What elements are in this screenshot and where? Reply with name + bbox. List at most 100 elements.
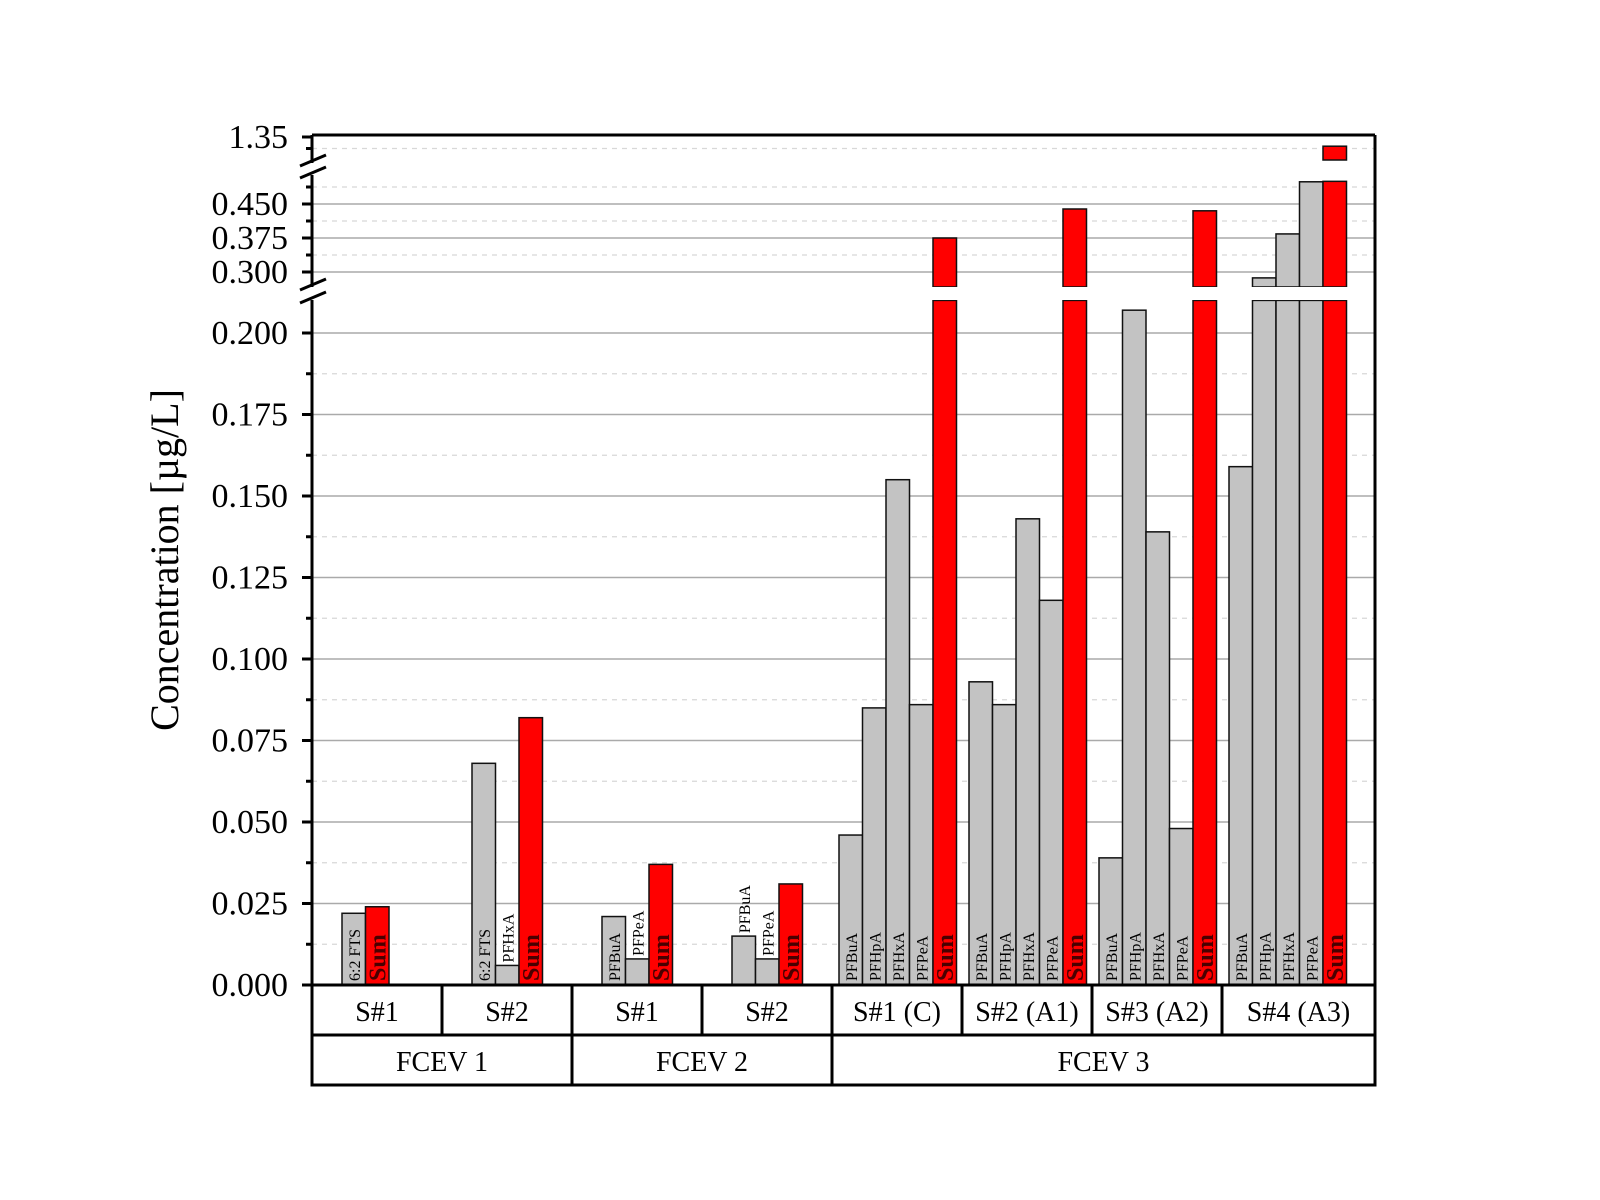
component-bar: PFHpA — [1121, 309, 1147, 986]
bar-label: PFHpA — [1127, 932, 1144, 981]
bar-label: Sum — [519, 934, 545, 981]
component-bar: PFPeA — [1168, 827, 1194, 986]
sample-label: S#1 — [355, 997, 399, 1028]
component-bar: PFPeA — [624, 910, 650, 986]
bar-label: Sum — [779, 934, 805, 981]
bar-label: PFBuA — [607, 933, 624, 981]
axis-break-mark — [299, 153, 327, 168]
sample-label: S#2 — [745, 997, 789, 1028]
y-tick-label: 0.450 — [212, 186, 289, 223]
vehicle-cell — [830, 1033, 1377, 1087]
sample-label: S#2 (A1) — [975, 997, 1078, 1028]
bar-segment — [1038, 599, 1064, 986]
bar-label: PFBuA — [1104, 933, 1121, 981]
bar-segment — [1298, 299, 1324, 986]
component-bar: PFBuA — [731, 885, 757, 986]
bar-label: PFPeA — [1174, 935, 1191, 981]
bar-segment — [1228, 465, 1254, 986]
component-bar: PFHxA — [1015, 518, 1041, 986]
bar-segment — [494, 964, 520, 986]
axis-break-mark — [299, 277, 327, 292]
bar-label: PFHxA — [1151, 932, 1168, 981]
component-bar: PFHxA — [885, 478, 911, 986]
y-tick-label: 0.200 — [212, 315, 289, 352]
bar-label: Sum — [933, 934, 959, 981]
bar-segment — [1275, 299, 1301, 986]
axis-break-band — [314, 163, 1373, 175]
component-bar: PFBuA — [1098, 857, 1124, 986]
y-tick-label: 0.175 — [212, 397, 289, 434]
bar-label: PFBuA — [974, 933, 991, 981]
sum-bar: Sum — [932, 237, 959, 986]
y-axis-title: Concentration [µg/L] — [142, 389, 187, 731]
bar-label: Sum — [1323, 934, 1349, 981]
bar-label: PFHxA — [1281, 932, 1298, 981]
bar-segment — [731, 935, 757, 986]
sum-bar: Sum — [364, 906, 391, 986]
bar-segment — [624, 958, 650, 986]
bar-label: PFHxA — [891, 932, 908, 981]
bar-label: 6:2 FTS — [477, 929, 494, 981]
sample-label: S#2 — [485, 997, 529, 1028]
bar-label: Sum — [1193, 934, 1219, 981]
vehicle-label: FCEV 1 — [396, 1047, 488, 1078]
bar-label: PFPeA — [760, 910, 777, 956]
bar-segment — [1298, 181, 1324, 288]
sum-bar: Sum — [1192, 210, 1219, 986]
bar-label: PFHpA — [997, 932, 1014, 981]
component-bar: 6:2 FTS — [341, 912, 367, 986]
bar-label: PFPeA — [630, 910, 647, 956]
bar-label: PFHpA — [867, 932, 884, 981]
sample-label: S#1 — [615, 997, 659, 1028]
bar-segment — [932, 299, 958, 986]
axis-break-mark — [299, 290, 327, 305]
bar-segment — [1062, 208, 1088, 288]
bar-segment — [1322, 145, 1348, 161]
bar-segment — [1251, 277, 1277, 288]
component-bar: PFPeA — [1038, 599, 1064, 986]
sample-label: S#1 (C) — [853, 997, 941, 1028]
y-tick-label: 0.375 — [212, 220, 289, 257]
component-bar: PFHxA — [1145, 531, 1171, 986]
bar-segment — [754, 958, 780, 986]
component-bar: PFBuA — [968, 681, 994, 986]
bar-label: PFBuA — [737, 885, 754, 933]
bar-label: PFHxA — [1021, 932, 1038, 981]
bar-segment — [932, 237, 958, 288]
bar-label: Sum — [1063, 934, 1089, 981]
bar-label: 6:2 FTS — [347, 929, 364, 981]
vehicle-label: FCEV 2 — [656, 1047, 748, 1078]
component-bar: PFPeA — [754, 910, 780, 986]
sum-bar: Sum — [518, 716, 545, 986]
component-bar: PFHpA — [1251, 277, 1277, 986]
bar-label: PFBuA — [844, 933, 861, 981]
bar-segment — [1121, 309, 1147, 986]
y-tick-label: 0.150 — [212, 478, 289, 515]
component-bar: PFBuA — [838, 834, 864, 986]
y-tick-label: 0.100 — [212, 641, 289, 678]
y-tick-label: 0.000 — [212, 967, 289, 1004]
component-bar: PFBuA — [601, 915, 627, 986]
bar-label: PFPeA — [1044, 935, 1061, 981]
y-tick-label: 0.125 — [212, 560, 289, 597]
sum-bar: Sum — [1322, 145, 1349, 986]
bar-segment — [1322, 299, 1348, 986]
component-bar: PFHpA — [991, 703, 1017, 986]
axis-break-mark — [299, 165, 327, 180]
sum-bar: Sum — [778, 883, 805, 986]
component-bar: PFBuA — [1228, 465, 1254, 986]
sum-bar: Sum — [648, 863, 675, 986]
bar-label: Sum — [365, 934, 391, 981]
component-bar: 6:2 FTS — [471, 762, 497, 986]
y-tick-label: 0.025 — [212, 886, 289, 923]
bar-segment — [1015, 518, 1041, 986]
bar-segment — [1322, 180, 1348, 288]
component-bar: PFPeA — [908, 703, 934, 986]
bar-label: PFPeA — [1304, 935, 1321, 981]
y-tick-label: 0.300 — [212, 254, 289, 291]
bar-label: PFHpA — [1257, 932, 1274, 981]
sample-label: S#4 (A3) — [1247, 997, 1350, 1028]
y-tick-label: 1.35 — [229, 119, 289, 156]
bar-segment — [1192, 299, 1218, 986]
